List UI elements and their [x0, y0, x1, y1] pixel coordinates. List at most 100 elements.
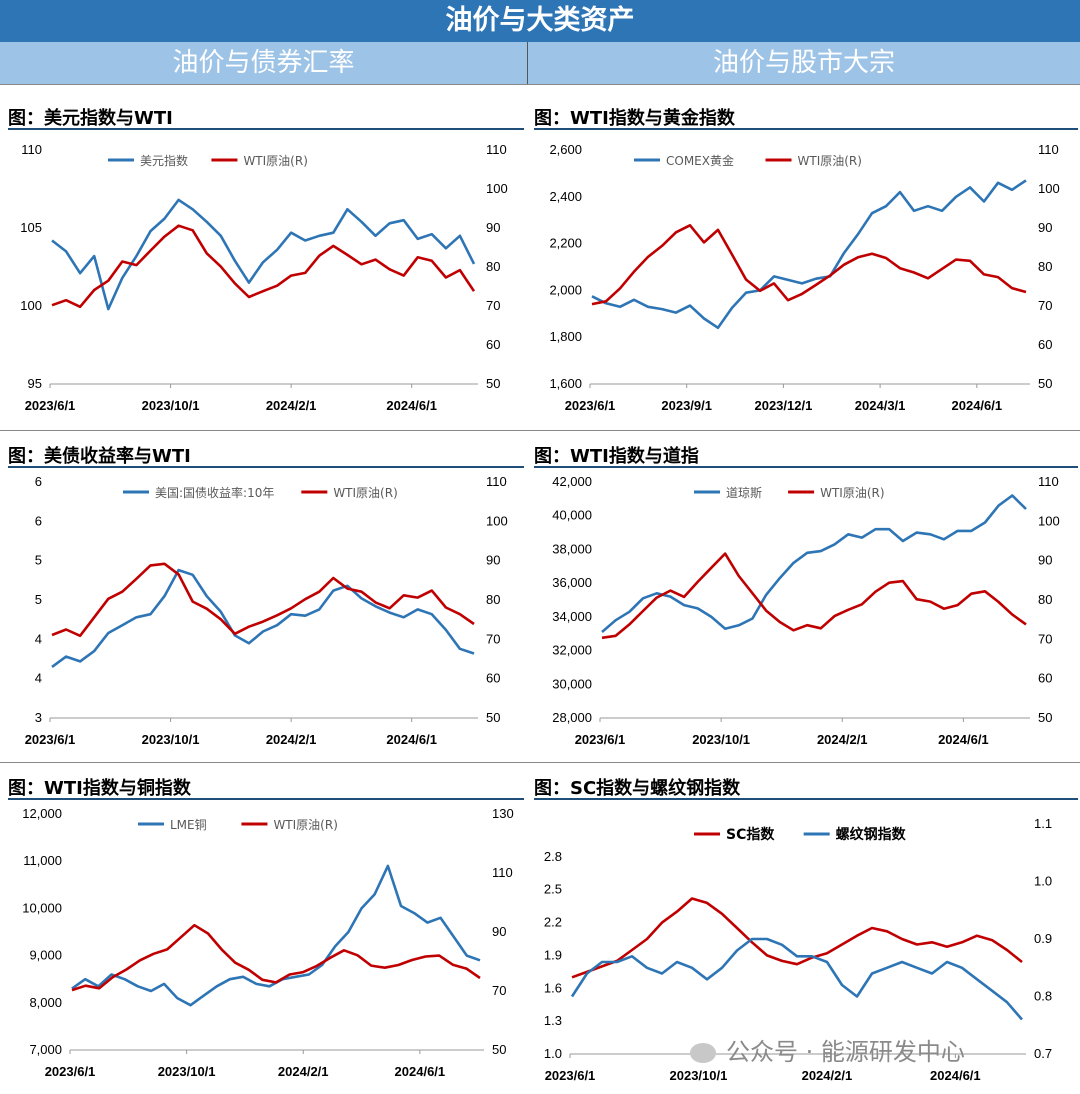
- section-title-right: 油价与股市大宗: [528, 42, 1080, 84]
- y-left-tick-label: 4: [35, 671, 42, 686]
- y-right-tick-label: 0.7: [1034, 1046, 1052, 1061]
- chart-svg: 1,600 1,800 2,000 2,200 2,400 2,600 50 60 70 80 90…: [549, 142, 1059, 413]
- y-left-tick-label: 2,600: [549, 142, 582, 157]
- chart-title: 图：WTI指数与道指: [534, 446, 699, 467]
- chart-panel-wti-gold: 图：WTI指数与黄金指数 1,600 1,800 2,000 2,200 2,400 2,…: [534, 104, 1078, 424]
- y-left-tick-label: 30,000: [552, 676, 592, 691]
- y-left-tick-label: 1,800: [549, 329, 582, 344]
- title-underline: [534, 798, 1078, 800]
- x-tick-label: 2024/6/1: [930, 1068, 981, 1083]
- y-left-tick-label: 2,000: [549, 282, 582, 297]
- y-left-tick-label: 1.0: [544, 1046, 562, 1061]
- y-right-tick-label: 110: [486, 474, 507, 489]
- legend-label: LME铜: [170, 817, 207, 832]
- x-tick-label: 2024/6/1: [386, 398, 437, 413]
- y-left-tick-label: 1.9: [544, 947, 562, 962]
- x-tick-label: 2023/10/1: [158, 1064, 216, 1079]
- y-left-tick-label: 95: [28, 376, 42, 391]
- y-left-tick-label: 11,000: [23, 853, 62, 868]
- legend-label: SC指数: [726, 826, 775, 843]
- x-tick-label: 2024/2/1: [266, 732, 317, 747]
- series-line-right: [601, 552, 1027, 640]
- y-right-tick-label: 50: [492, 1042, 506, 1057]
- y-right-tick-label: 80: [1038, 259, 1052, 274]
- y-right-tick-label: 100: [486, 513, 508, 528]
- y-left-tick-label: 6: [35, 474, 42, 489]
- header-divider: [0, 84, 1080, 85]
- y-left-tick-label: 40,000: [552, 508, 592, 523]
- chart-svg: 28,000 30,000 32,000 34,000 36,000 38,000 40,0…: [552, 474, 1060, 747]
- y-right-tick-label: 100: [486, 181, 508, 196]
- y-right-tick-label: 110: [492, 865, 513, 880]
- y-right-tick-label: 80: [486, 259, 500, 274]
- y-right-tick-label: 90: [486, 553, 500, 568]
- legend-label: WTI原油(R): [273, 818, 337, 832]
- y-left-tick-label: 4: [35, 631, 42, 646]
- chart-panel-dxy-wti: 图：美元指数与WTI 95 100 105 110 50 60 70 80 90 100 110 20…: [8, 104, 524, 424]
- y-left-tick-label: 3: [35, 710, 42, 725]
- y-left-tick-label: 42,000: [552, 474, 592, 489]
- x-tick-label: 2023/10/1: [692, 732, 750, 747]
- x-tick-label: 2023/6/1: [25, 398, 76, 413]
- y-right-tick-label: 90: [486, 220, 500, 235]
- y-right-tick-label: 0.9: [1034, 931, 1052, 946]
- series-line-right: [51, 562, 475, 638]
- legend-label: 道琼斯: [726, 485, 762, 500]
- chart-panel-wti-copper: 图：WTI指数与铜指数 7,000 8,000 9,000 10,000 11,000 1…: [8, 774, 524, 1094]
- x-tick-label: 2023/6/1: [45, 1064, 96, 1079]
- y-left-tick-label: 2,200: [549, 236, 582, 251]
- y-right-tick-label: 70: [492, 983, 506, 998]
- legend-label: 螺纹钢指数: [836, 826, 907, 843]
- y-right-tick-label: 70: [1038, 631, 1052, 646]
- x-tick-label: 2024/6/1: [395, 1064, 446, 1079]
- x-tick-label: 2023/6/1: [545, 1068, 596, 1083]
- y-left-tick-label: 36,000: [552, 575, 592, 590]
- y-right-tick-label: 80: [486, 592, 500, 607]
- series-line-right: [71, 923, 481, 992]
- chart-panel-ust-wti: 图：美债收益率与WTI 3 4 4 5 5 6 6 50 60 70 80 90 100 110 2023/…: [8, 442, 524, 762]
- title-underline: [8, 128, 524, 130]
- legend-label: 美国:国债收益率:10年: [155, 485, 274, 500]
- title-underline: [8, 466, 524, 468]
- y-right-tick-label: 1.1: [1034, 816, 1052, 831]
- x-tick-label: 2024/6/1: [938, 732, 989, 747]
- y-right-tick-label: 50: [1038, 376, 1052, 391]
- chart-panel-sc-rebar: 图：SC指数与螺纹钢指数 1.0 1.3 1.6 1.9 2.2 2.5 2.8 0.7 0.8…: [534, 774, 1078, 1094]
- y-right-tick-label: 100: [1038, 513, 1060, 528]
- y-right-tick-label: 60: [486, 671, 500, 686]
- chart-svg: 7,000 8,000 9,000 10,000 11,000 12,000 50 70 90 1…: [22, 806, 513, 1079]
- legend-label: WTI原油(R): [243, 154, 307, 168]
- y-left-tick-label: 5: [35, 553, 42, 568]
- y-left-tick-label: 110: [21, 142, 42, 157]
- row-divider: [0, 430, 1080, 431]
- x-tick-label: 2023/10/1: [670, 1068, 728, 1083]
- legend-label: WTI原油(R): [798, 154, 862, 168]
- y-left-tick-label: 10,000: [22, 900, 62, 915]
- x-tick-label: 2024/2/1: [266, 398, 317, 413]
- series-line-right: [51, 224, 476, 309]
- legend-label: COMEX黄金: [666, 153, 734, 168]
- series-line-left: [601, 494, 1027, 633]
- legend-label: 美元指数: [140, 153, 188, 168]
- x-tick-label: 2023/6/1: [575, 732, 626, 747]
- y-right-tick-label: 50: [1038, 710, 1052, 725]
- x-tick-label: 2023/6/1: [565, 398, 616, 413]
- y-left-tick-label: 34,000: [552, 609, 592, 624]
- y-right-tick-label: 90: [1038, 553, 1052, 568]
- y-right-tick-label: 70: [1038, 298, 1052, 313]
- y-right-tick-label: 90: [1038, 220, 1052, 235]
- y-left-tick-label: 1.3: [544, 1013, 562, 1028]
- x-tick-label: 2024/3/1: [855, 398, 906, 413]
- y-left-tick-label: 100: [20, 298, 42, 313]
- series-line-left: [51, 198, 476, 311]
- y-right-tick-label: 110: [1038, 474, 1059, 489]
- main-title: 油价与大类资产: [0, 0, 1080, 42]
- x-tick-label: 2023/6/1: [25, 732, 76, 747]
- y-right-tick-label: 90: [492, 924, 506, 939]
- x-tick-label: 2023/10/1: [142, 398, 200, 413]
- chart-panel-wti-dow: 图：WTI指数与道指 28,000 30,000 32,000 34,000 36,00…: [534, 442, 1078, 762]
- chart-title: 图：美元指数与WTI: [8, 108, 173, 129]
- series-line-left: [591, 179, 1027, 330]
- series-line-right: [591, 224, 1027, 306]
- y-right-tick-label: 50: [486, 710, 500, 725]
